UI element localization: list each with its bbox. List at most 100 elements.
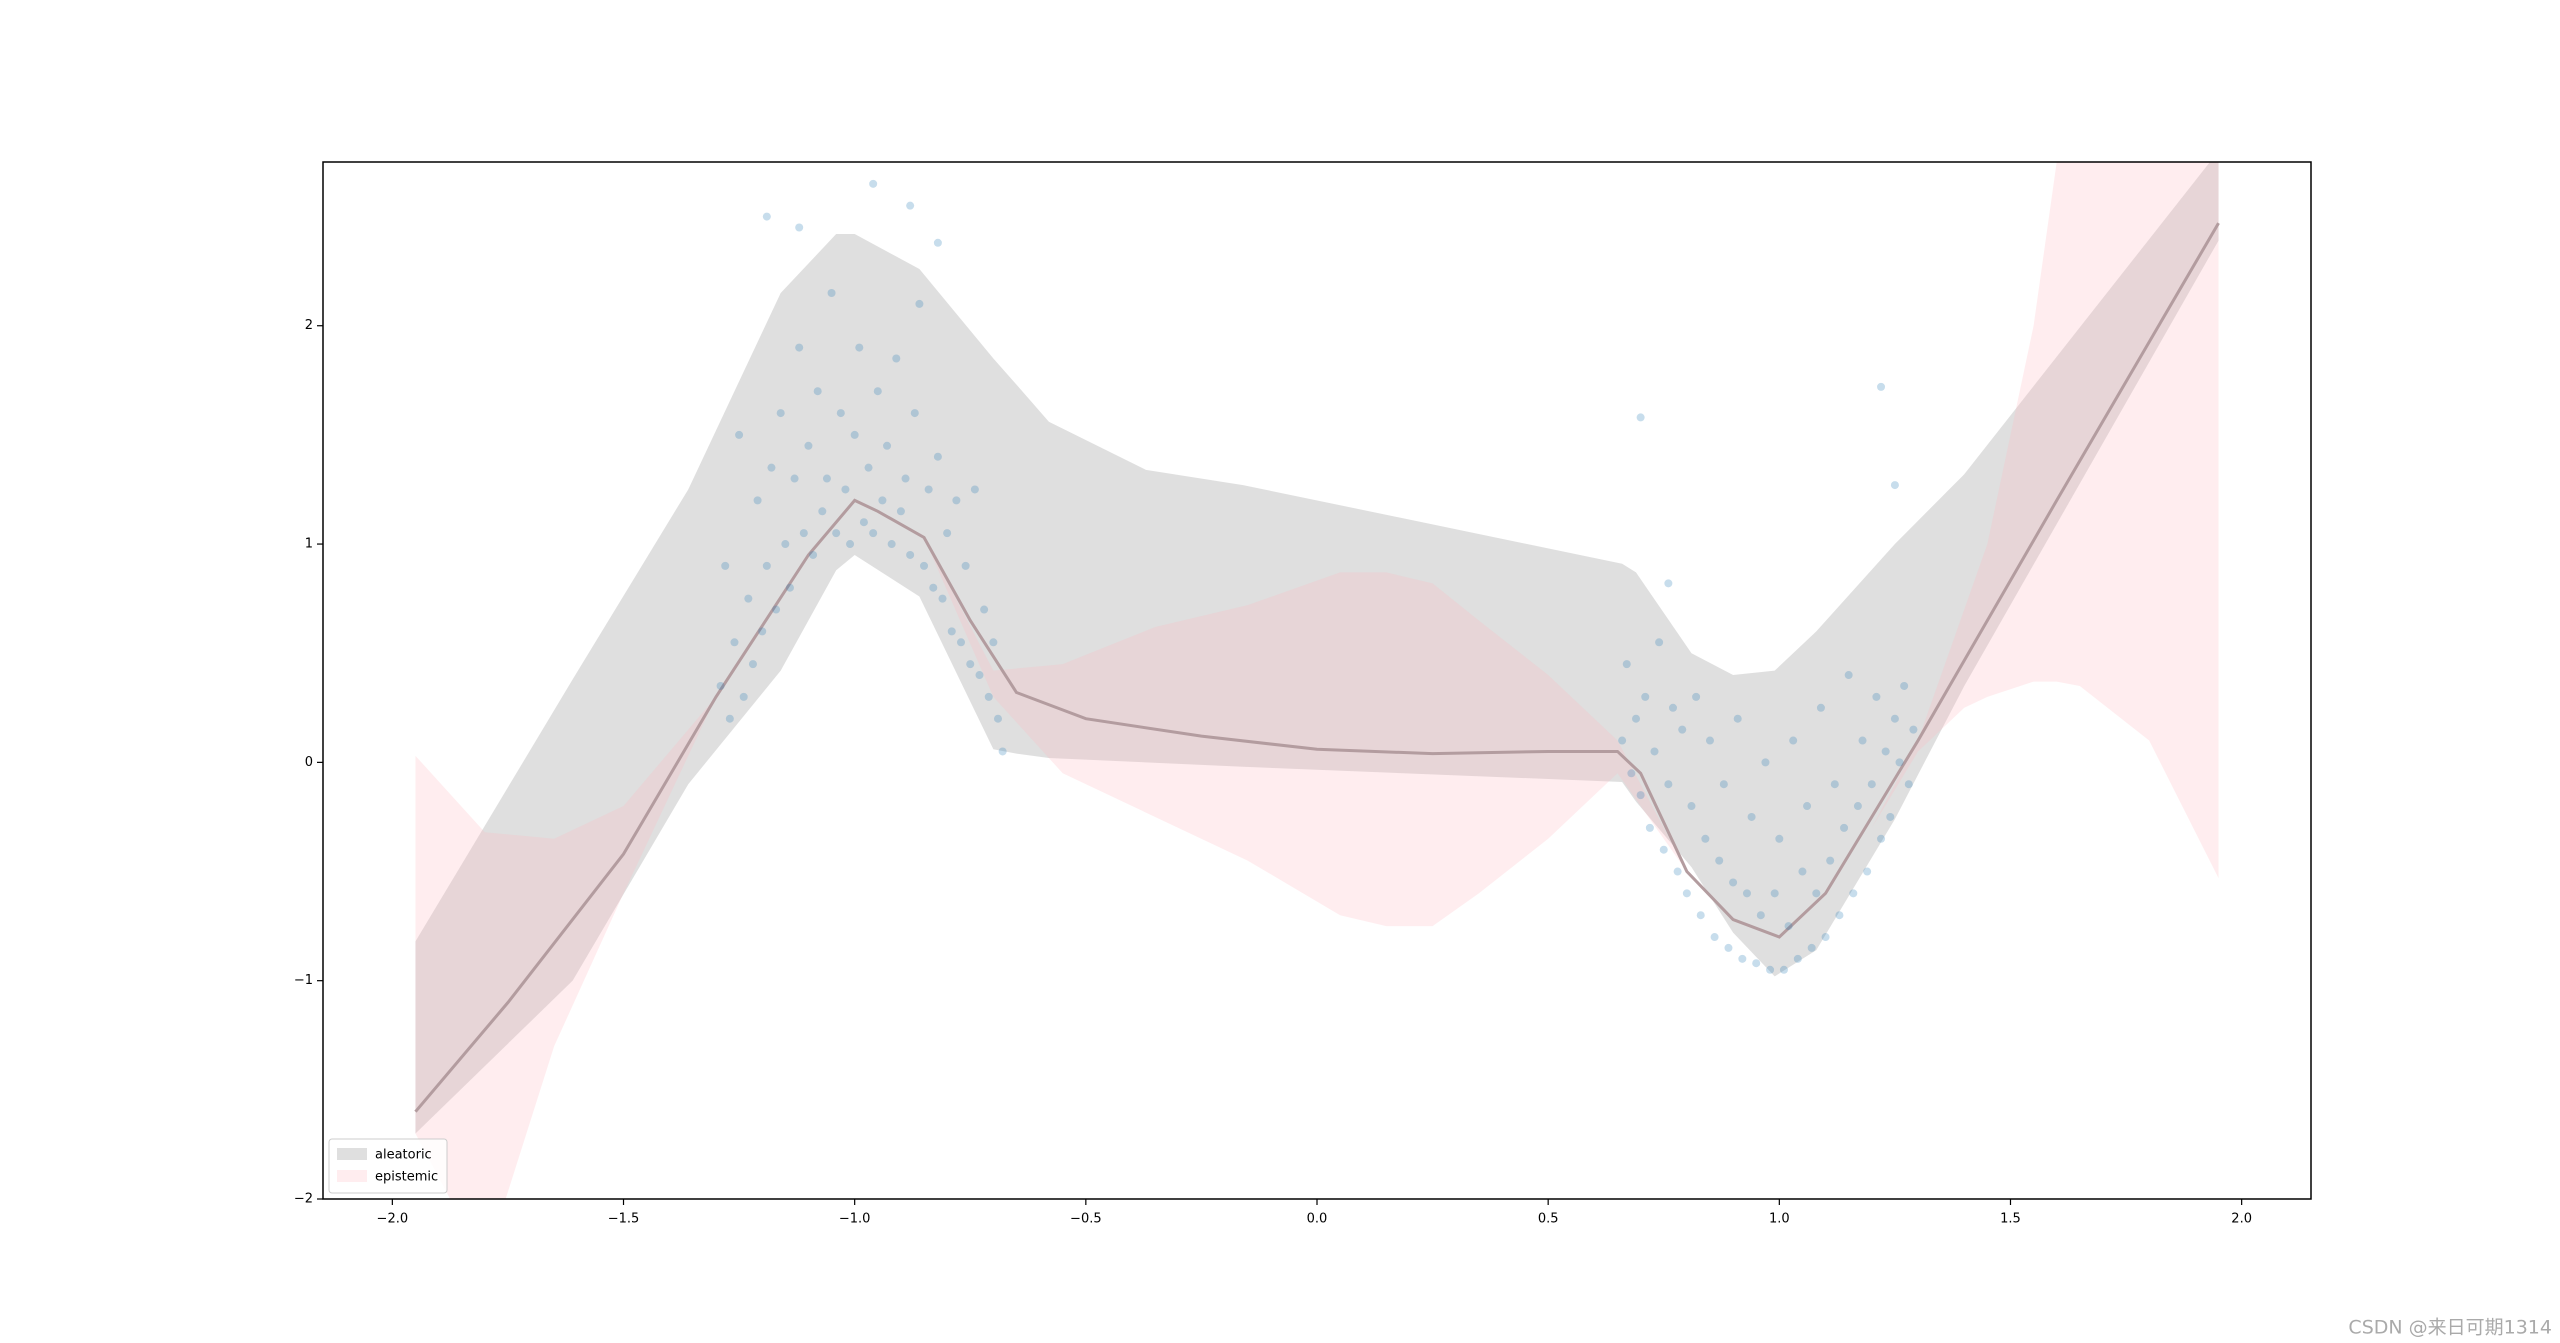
- scatter-point: [980, 605, 989, 614]
- scatter-point: [1752, 959, 1761, 968]
- scatter-point: [989, 638, 998, 647]
- scatter-point: [1701, 834, 1710, 843]
- scatter-point: [1877, 834, 1886, 843]
- scatter-point: [1756, 911, 1765, 920]
- scatter-point: [1816, 703, 1825, 712]
- scatter-point: [1904, 780, 1913, 789]
- y-tick-label: 1: [305, 537, 313, 552]
- scatter-point: [1826, 856, 1835, 865]
- scatter-point: [790, 474, 799, 483]
- scatter-point: [1710, 933, 1719, 942]
- scatter-point: [1729, 878, 1738, 887]
- y-tick-label: 2: [305, 318, 313, 333]
- x-tick-label: 1.5: [2000, 1212, 2021, 1227]
- scatter-point: [859, 518, 868, 527]
- scatter-point: [1863, 867, 1872, 876]
- scatter-point: [1830, 780, 1839, 789]
- scatter-point: [892, 354, 901, 363]
- scatter-point: [1645, 823, 1654, 832]
- mean-line: [414, 222, 2220, 1113]
- scatter-point: [1673, 867, 1682, 876]
- scatter-point: [730, 638, 739, 647]
- x-tick-label: 2.0: [2231, 1212, 2252, 1227]
- scatter-point: [1738, 954, 1747, 963]
- scatter-point: [1807, 943, 1816, 952]
- scatter-point: [767, 463, 776, 472]
- band: [415, 162, 2219, 1199]
- scatter-point: [758, 627, 767, 636]
- scatter-point: [1793, 954, 1802, 963]
- scatter-point: [832, 529, 841, 538]
- scatter-point: [1650, 747, 1659, 756]
- scatter-point: [1747, 812, 1756, 821]
- scatter-point: [1867, 780, 1876, 789]
- x-tick-label: 1.0: [1769, 1212, 1790, 1227]
- scatter-point: [841, 485, 850, 494]
- scatter-point: [1900, 681, 1909, 690]
- y-tick-label: −1: [294, 973, 313, 988]
- scatter-point: [721, 561, 730, 570]
- scatter-point: [1890, 481, 1899, 490]
- scatter-point: [924, 485, 933, 494]
- scatter-point: [827, 288, 836, 297]
- scatter-point: [1775, 834, 1784, 843]
- scatter-point: [869, 179, 878, 188]
- scatter-point: [799, 529, 808, 538]
- scatter-point: [1715, 856, 1724, 865]
- scatter-point: [1705, 736, 1714, 745]
- scatter-point: [966, 660, 975, 669]
- scatter-point: [1696, 911, 1705, 920]
- scatter-point: [836, 409, 845, 418]
- scatter-point: [1789, 736, 1798, 745]
- scatter-point: [822, 474, 831, 483]
- scatter-point: [1761, 758, 1770, 767]
- scatter-point: [1895, 758, 1904, 767]
- scatter-point: [795, 223, 804, 232]
- scatter-point: [961, 561, 970, 570]
- scatter-point: [1784, 922, 1793, 931]
- scatter-point: [920, 561, 929, 570]
- scatter-point: [781, 540, 790, 549]
- scatter-point: [1678, 725, 1687, 734]
- scatter-point: [1821, 933, 1830, 942]
- legend-swatch: [337, 1148, 367, 1160]
- scatter-point: [915, 299, 924, 308]
- scatter-point: [1742, 889, 1751, 898]
- scatter-point: [970, 485, 979, 494]
- legend-label: epistemic: [375, 1170, 438, 1185]
- scatter-point: [993, 714, 1002, 723]
- scatter-point: [744, 594, 753, 603]
- scatter-point: [753, 496, 762, 505]
- scatter-point: [933, 238, 942, 247]
- scatter-point: [975, 671, 984, 680]
- scatter-point: [1872, 692, 1881, 701]
- scatter-point: [795, 343, 804, 352]
- scatter-point: [929, 583, 938, 592]
- scatter-point: [739, 692, 748, 701]
- scatter-point: [1733, 714, 1742, 723]
- x-tick-label: −0.5: [1070, 1212, 1102, 1227]
- scatter-point: [1664, 579, 1673, 588]
- scatter-point: [1664, 780, 1673, 789]
- x-tick-label: 0.5: [1538, 1212, 1559, 1227]
- scatter-point: [1724, 943, 1733, 952]
- scatter-point: [762, 212, 771, 221]
- scatter-point: [1668, 703, 1677, 712]
- scatter-point: [1770, 889, 1779, 898]
- scatter-point: [947, 627, 956, 636]
- scatter-point: [772, 605, 781, 614]
- legend-label: aleatoric: [375, 1148, 432, 1163]
- scatter-point: [762, 561, 771, 570]
- scatter-point: [850, 430, 859, 439]
- scatter-point: [957, 638, 966, 647]
- scatter-point: [813, 387, 822, 396]
- watermark: CSDN @来日可期1314: [2348, 1317, 2552, 1339]
- scatter-point: [873, 387, 882, 396]
- scatter-point: [1632, 714, 1641, 723]
- scatter-point: [1840, 823, 1849, 832]
- y-tick-label: −2: [294, 1192, 313, 1207]
- scatter-point: [1881, 747, 1890, 756]
- scatter-point: [1682, 889, 1691, 898]
- scatter-point: [1618, 736, 1627, 745]
